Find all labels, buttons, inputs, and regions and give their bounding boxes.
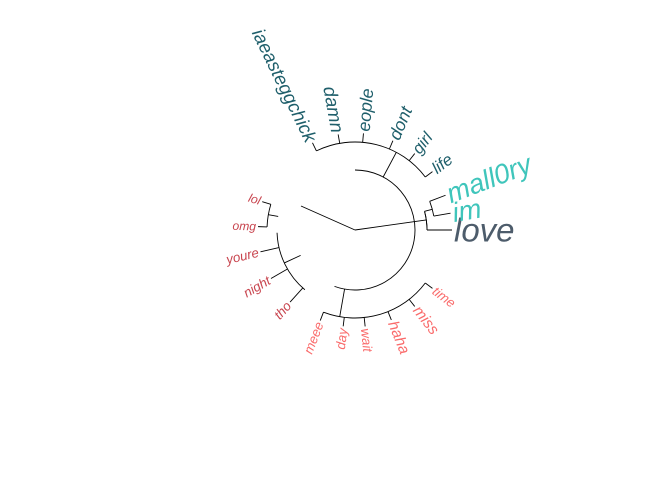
branch-lol [262,201,271,205]
leaf-label-meee: meee [301,320,327,356]
branch-wait [363,317,366,327]
dendrogram-leaf-labels: loveimmall0rylifegirldonteopledamniaeast… [224,25,538,357]
branch-youre [260,247,280,253]
arc-bottom-group [323,282,426,319]
leaf-label-wait: wait [358,328,376,354]
arc-lol-omg [266,204,272,227]
leaf-label-lol: lol [247,191,263,208]
leaf-label-im: im [450,193,484,229]
branch-night [270,268,288,279]
branch-life [425,171,433,178]
branch-eople [362,133,364,143]
dendrogram-branches [258,133,452,327]
arc-im-mall0ry [429,201,435,217]
branch-root-right [354,219,427,231]
arc-root-right [424,211,428,231]
branch-day [342,317,345,327]
leaf-label-dont: dont [384,102,416,142]
arc-top-group [316,141,426,178]
leaf-label-life: life [429,151,457,178]
branch-im [433,212,451,217]
arc-left-group [276,232,306,291]
branch-miss [408,299,416,307]
branch-root-left [300,205,356,231]
branch-lol-omg [268,214,279,217]
leaf-label-love: love [454,212,515,249]
branch-bottom-group [339,289,346,317]
leaf-label-time: time [430,284,459,311]
branch-dont [388,140,394,150]
branch-time [425,282,433,289]
branch-damn [337,134,341,144]
branch-haha [387,311,392,321]
branch-im-mall0ry [424,208,433,212]
leaf-label-eople: eople [354,87,378,132]
leaf-label-night: night [241,272,274,300]
leaf-label-mall0ry: mall0ry [442,147,538,209]
leaf-label-damn: damn [319,85,348,135]
leaf-label-girl: girl [409,128,438,157]
arc-main-ring [334,169,416,291]
leaf-label-haha: haha [384,319,413,358]
leaf-label-youre: youre [224,245,261,267]
branch-girl [408,153,416,161]
branch-meee [319,311,324,321]
branch-mall0ry [429,194,446,202]
leaf-label-iaeasteggchick: iaeasteggchick [248,25,322,147]
branch-top-group [382,152,397,178]
leaf-label-omg: omg [232,219,256,234]
leaf-label-miss: miss [409,303,442,339]
branch-left-group [284,254,301,264]
leaf-label-tho: tho [271,299,294,323]
branch-iaeasteggchick [312,142,317,152]
branch-tho [289,287,304,303]
leaf-label-day: day [333,326,351,350]
